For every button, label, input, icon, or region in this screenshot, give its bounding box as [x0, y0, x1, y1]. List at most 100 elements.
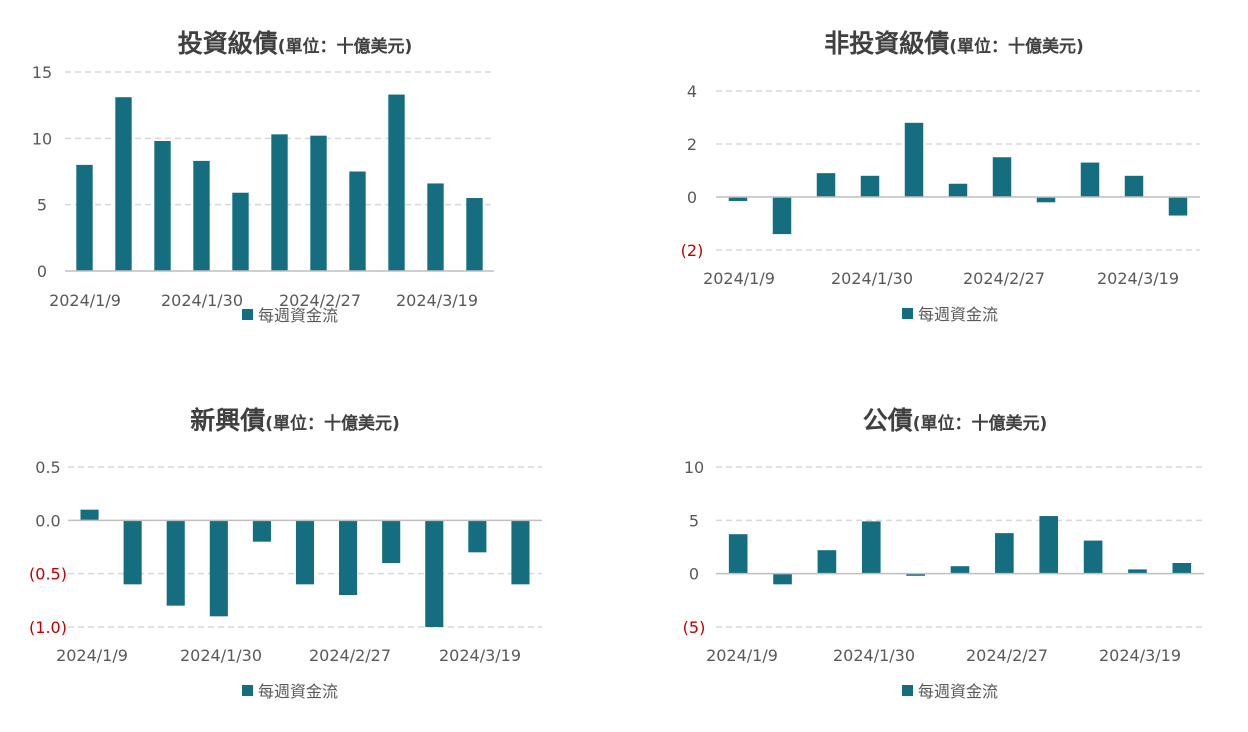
bar [1172, 563, 1192, 574]
x-tick-label: 2024/3/19 [1097, 269, 1179, 288]
bar [817, 550, 837, 574]
bar [861, 521, 881, 574]
x-tick-label: 2024/2/27 [966, 646, 1048, 665]
chart-title: 公債(單位：十億美元) [863, 406, 1048, 435]
x-tick-label: 2024/3/19 [396, 291, 478, 310]
y-tick-label: 15 [32, 63, 52, 82]
bar [388, 94, 405, 271]
bar [728, 534, 748, 574]
bar [115, 97, 132, 271]
bar [382, 520, 401, 563]
chart-title-unit: (單位：十億美元) [265, 413, 400, 434]
chart-title-main: 非投資級債 [824, 29, 949, 58]
y-tick-label: 0 [37, 262, 47, 281]
bar [950, 566, 970, 574]
bar [1128, 569, 1147, 574]
chart-panel-high-yield: 非投資級債(單位：十億美元) 4 2 0 (2) 2024/1/9 2024/1/30 202… [624, 0, 1248, 364]
bar [816, 173, 836, 197]
bar [1168, 197, 1188, 216]
legend-label: 每週資金流 [918, 305, 998, 324]
legend: 每週資金流 [242, 682, 338, 701]
y-tick-label: (5) [683, 618, 706, 637]
legend: 每週資金流 [902, 682, 998, 701]
bar-chart-emerging-market: 新興債(單位：十億美元) 0.5 0.0 (0.5) (1.0) 2024/1/9 2024… [29, 406, 542, 701]
bar [339, 520, 358, 595]
chart-title-main: 投資級債 [178, 29, 278, 58]
legend-label: 每週資金流 [918, 682, 998, 701]
bar [511, 520, 530, 585]
legend-swatch [242, 309, 253, 320]
bar [232, 192, 249, 271]
bar [1036, 197, 1056, 203]
x-tick-label: 2024/2/27 [279, 291, 361, 310]
bar [295, 520, 315, 585]
legend-label: 每週資金流 [258, 682, 338, 701]
bar [995, 533, 1014, 574]
chart-title: 非投資級債(單位：十億美元) [824, 29, 1084, 58]
bar [252, 520, 271, 542]
bar [310, 135, 327, 271]
bar [1080, 162, 1100, 197]
y-tick-label: (0.5) [29, 565, 67, 584]
chart-title-unit: (單位：十億美元) [913, 413, 1048, 434]
chart-panel-government: 公債(單位：十億美元) 10 5 0 (5) 2024/1/9 2024/1/30 2024/… [624, 364, 1248, 728]
x-tick-label: 2024/1/30 [180, 646, 262, 665]
y-tick-label: 4 [687, 82, 697, 101]
bar [76, 164, 93, 271]
bar [860, 175, 880, 197]
x-tick-label: 2024/1/9 [706, 646, 778, 665]
bar [1083, 540, 1103, 574]
x-tick-label: 2024/1/30 [831, 269, 913, 288]
bar-chart-government: 公債(單位：十億美元) 10 5 0 (5)2024/1/9 2024/1/30 2024/… [683, 406, 1204, 701]
chart-title-unit: (單位：十億美元) [278, 36, 413, 57]
x-tick-label: 2024/2/27 [309, 646, 391, 665]
y-tick-label: 5 [37, 196, 47, 215]
bar [1039, 516, 1059, 574]
chart-title-main: 公債 [863, 406, 913, 435]
y-tick-label: 0 [687, 188, 697, 207]
bar [425, 520, 444, 627]
chart-panel-investment-grade: 投資級債(單位：十億美元) 15 10 5 0 2024/1/9 2024/1/30 2024… [0, 0, 624, 364]
x-tick-label: 2024/1/9 [49, 291, 121, 310]
bar [123, 520, 142, 585]
y-tick-label: 10 [32, 129, 52, 148]
bar [772, 197, 792, 235]
bar [154, 140, 171, 271]
bar [80, 509, 99, 521]
x-tick-label: 2024/1/30 [161, 291, 243, 310]
bar [948, 183, 968, 197]
bar [271, 134, 288, 271]
bar [427, 183, 444, 271]
bar [904, 122, 924, 197]
y-tick-label: 2 [687, 135, 697, 154]
y-tick-label: 0.5 [35, 458, 60, 477]
chart-title: 投資級債(單位：十億美元) [178, 29, 413, 58]
chart-title-unit: (單位：十億美元) [949, 36, 1084, 57]
bar [992, 157, 1012, 197]
x-tick-label: 2024/3/19 [1099, 646, 1181, 665]
bar [728, 197, 748, 201]
chart-title: 新興債(單位：十億美元) [190, 406, 400, 435]
legend: 每週資金流 [902, 305, 998, 324]
y-tick-label: 0 [689, 565, 699, 584]
bar [209, 520, 228, 617]
y-tick-label: 0.0 [35, 511, 60, 530]
bar [349, 171, 366, 271]
y-tick-label: 5 [689, 511, 699, 530]
bar [468, 520, 487, 553]
bar [906, 573, 925, 576]
y-tick-label: 10 [684, 458, 704, 477]
bar [773, 573, 792, 585]
bar [466, 198, 483, 271]
legend: 每週資金流 [242, 306, 338, 325]
bar [1124, 175, 1144, 197]
x-tick-label: 2024/2/27 [963, 269, 1045, 288]
legend-label: 每週資金流 [258, 306, 338, 325]
y-tick-label: (2) [681, 241, 704, 260]
bar [166, 520, 185, 606]
x-tick-label: 2024/1/30 [833, 646, 915, 665]
x-tick-label: 2024/1/9 [56, 646, 128, 665]
chart-panel-emerging-market: 新興債(單位：十億美元) 0.5 0.0 (0.5) (1.0) 2024/1/9 2024… [0, 364, 624, 728]
legend-swatch [242, 685, 253, 696]
